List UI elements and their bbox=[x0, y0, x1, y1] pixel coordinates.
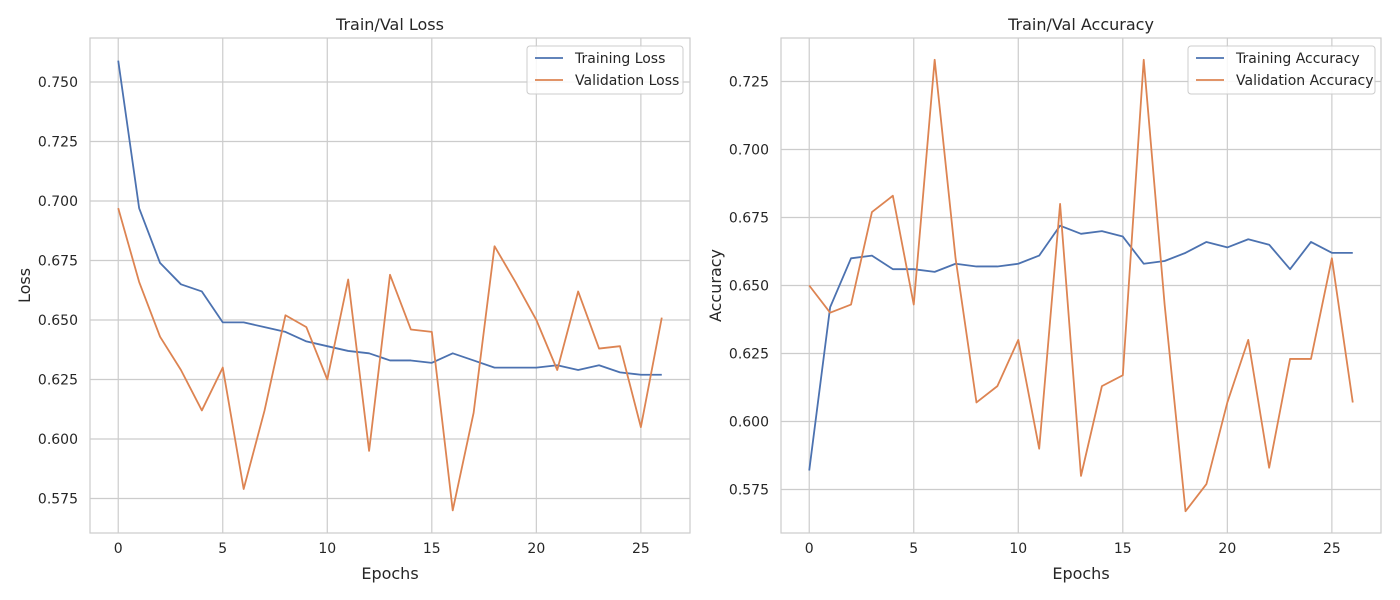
accuracy-x-tick-label: 20 bbox=[1218, 541, 1236, 557]
loss-y-tick-label: 0.575 bbox=[38, 491, 78, 507]
accuracy-legend-box bbox=[1187, 45, 1376, 95]
accuracy-chart-title: Train/Val Accuracy bbox=[1007, 15, 1154, 34]
loss-y-tick-label: 0.750 bbox=[38, 75, 78, 91]
loss-x-tick-label: 15 bbox=[423, 541, 441, 557]
accuracy-series-line-validation bbox=[808, 58, 1354, 513]
accuracy-legend-label-training: Training Accuracy bbox=[1235, 51, 1360, 67]
accuracy-x-tick-label: 10 bbox=[1009, 541, 1027, 557]
loss-legend: Training Loss Validation Loss bbox=[526, 45, 684, 95]
accuracy-legend: Training Accuracy Validation Accuracy bbox=[1187, 45, 1376, 95]
accuracy-y-axis-label: Accuracy bbox=[706, 249, 725, 322]
accuracy-x-tick-label: 15 bbox=[1114, 541, 1132, 557]
loss-y-tick-label: 0.725 bbox=[38, 135, 78, 151]
loss-x-tick-label: 5 bbox=[218, 541, 227, 557]
loss-plot-area bbox=[89, 37, 691, 534]
loss-legend-label-training: Training Loss bbox=[574, 51, 665, 67]
loss-series-line-validation bbox=[117, 207, 663, 512]
accuracy-chart-panel: 0 5 10 15 20 25 0.575 0.600 0.625 0.650 0.675 0.700… bbox=[706, 15, 1382, 583]
accuracy-x-tick-label: 25 bbox=[1323, 541, 1341, 557]
accuracy-y-tick-label: 0.575 bbox=[729, 482, 769, 498]
loss-legend-label-validation: Validation Loss bbox=[575, 73, 679, 89]
loss-x-tick-label: 25 bbox=[632, 541, 650, 557]
loss-x-axis-label: Epochs bbox=[361, 564, 418, 583]
loss-y-axis-label: Loss bbox=[15, 268, 34, 303]
accuracy-legend-label-validation: Validation Accuracy bbox=[1236, 73, 1374, 89]
loss-y-tick-label: 0.625 bbox=[38, 373, 78, 389]
loss-chart-panel: 0 5 10 15 20 25 0.575 0.600 0.625 0.650 0.675 0.700… bbox=[15, 15, 691, 583]
loss-y-tick-label: 0.675 bbox=[38, 254, 78, 270]
accuracy-y-tick-label: 0.725 bbox=[729, 75, 769, 91]
accuracy-y-tick-label: 0.675 bbox=[729, 211, 769, 227]
loss-series-line-training bbox=[117, 60, 662, 376]
accuracy-y-tick-label: 0.600 bbox=[729, 414, 769, 430]
loss-x-tick-label: 10 bbox=[318, 541, 336, 557]
loss-y-tick-label: 0.650 bbox=[38, 313, 78, 329]
loss-y-tick-label: 0.700 bbox=[38, 194, 78, 210]
accuracy-x-tick-label: 0 bbox=[805, 541, 814, 557]
loss-chart-title: Train/Val Loss bbox=[335, 15, 444, 34]
loss-y-tick-label: 0.600 bbox=[38, 432, 78, 448]
loss-x-tick-label: 20 bbox=[527, 541, 545, 557]
loss-x-tick-label: 0 bbox=[114, 541, 123, 557]
accuracy-series-line-training bbox=[808, 224, 1353, 471]
accuracy-y-tick-label: 0.625 bbox=[729, 346, 769, 362]
accuracy-x-tick-label: 5 bbox=[909, 541, 918, 557]
loss-legend-box bbox=[526, 45, 684, 95]
accuracy-y-tick-label: 0.650 bbox=[729, 279, 769, 295]
accuracy-x-axis-label: Epochs bbox=[1052, 564, 1109, 583]
accuracy-y-tick-label: 0.700 bbox=[729, 143, 769, 159]
